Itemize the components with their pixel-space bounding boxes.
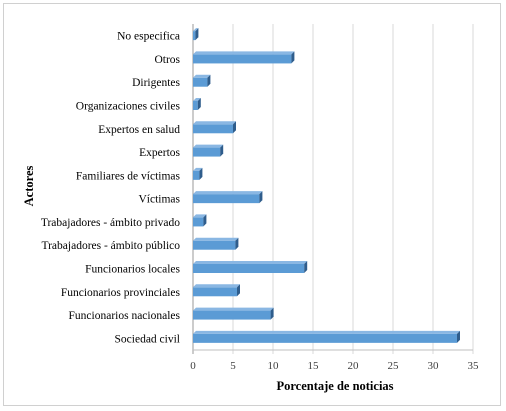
bar-top-face	[193, 98, 201, 101]
x-tick-label: 30	[428, 360, 440, 372]
bar-side-face	[197, 98, 201, 110]
bar-side-face	[199, 167, 203, 180]
category-label: Sociedad civil	[115, 333, 180, 345]
x-tick-label: 35	[468, 360, 480, 372]
category-label: Funcionarios locales	[85, 264, 180, 276]
category-label: Otros	[154, 54, 180, 66]
x-tick-label: 25	[388, 360, 400, 372]
category-label: Funcionarios provinciales	[61, 287, 181, 299]
bar-top-face	[193, 214, 207, 218]
bar-side-face	[291, 51, 295, 64]
category-label: Familiares de víctimas	[76, 170, 181, 182]
bar	[193, 170, 200, 180]
bar	[193, 194, 260, 204]
category-label: Trabajadores - ámbito privado	[41, 217, 180, 229]
bar-top-face	[193, 121, 236, 125]
bar-top-face	[193, 74, 211, 78]
labels: 0 5 10 15 20 25 30 35 No especifica Otros Dirigent…	[41, 31, 479, 372]
bar	[193, 240, 236, 250]
category-label: Funcionarios nacionales	[69, 310, 181, 322]
gridlines	[192, 24, 474, 354]
bar-side-face	[304, 261, 308, 273]
bar	[193, 124, 233, 134]
category-label: Organizaciones civiles	[76, 101, 181, 113]
category-label: Víctimas	[138, 194, 180, 206]
x-tick-label: 15	[308, 360, 320, 372]
category-label: Trabajadores - ámbito público	[41, 240, 180, 252]
y-axis-title: Actores	[22, 166, 36, 207]
bar-top-face	[193, 144, 224, 148]
x-tick-label: 10	[268, 360, 280, 372]
category-label: Expertos en salud	[98, 124, 180, 136]
bar-top-face	[193, 307, 274, 311]
bar-top-face	[193, 284, 240, 288]
bar	[193, 101, 198, 110]
bar-side-face	[235, 237, 239, 250]
x-tick-label: 20	[348, 360, 360, 372]
bar-top-face	[193, 51, 295, 55]
bar	[193, 310, 271, 320]
bar	[193, 333, 457, 343]
bar-side-face	[207, 74, 211, 87]
bar-top-face	[193, 237, 239, 241]
bar	[193, 287, 237, 297]
category-label: Dirigentes	[132, 77, 180, 89]
bar-side-face	[270, 307, 274, 320]
bar-side-face	[237, 284, 240, 297]
bar-top-face	[193, 330, 460, 334]
category-label: Expertos	[139, 147, 180, 159]
bar-top-face	[193, 28, 199, 32]
bar-side-face	[203, 214, 207, 227]
bar	[193, 147, 221, 157]
bar	[193, 217, 204, 227]
bar	[193, 264, 305, 273]
bar-side-face	[457, 330, 460, 343]
x-axis-title: Porcentaje de noticias	[276, 379, 393, 393]
bar	[193, 31, 196, 41]
bar-top-face	[193, 261, 308, 264]
bar	[193, 77, 208, 87]
bars	[193, 28, 460, 343]
bar-side-face	[195, 28, 199, 41]
bar-side-face	[259, 191, 263, 204]
bar	[193, 54, 292, 64]
bar-top-face	[193, 167, 203, 171]
bar-side-face	[220, 144, 224, 157]
x-tick-label: 0	[190, 360, 196, 372]
bar-top-face	[193, 191, 263, 195]
category-label: No especifica	[117, 31, 180, 43]
bar-side-face	[233, 121, 236, 134]
x-tick-label: 5	[230, 360, 236, 372]
